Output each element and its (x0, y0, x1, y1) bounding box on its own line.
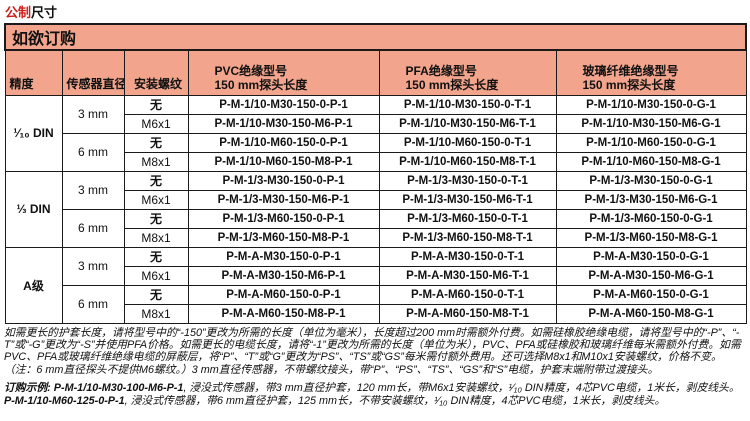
model-pvc: P-M-A-M60-150-M8-P-1 (187, 303, 380, 324)
header-glass-line2: 150 mm探头长度 (582, 77, 676, 92)
ordering-example-1-text: , 浸没式传感器，带3 mm直径护套，120 mm长，带M6x1安装螺纹，¹⁄₁… (183, 382, 740, 395)
table-banner-row: 如欲订购 (3, 23, 748, 51)
diameter-cell: 3 mm (61, 246, 125, 286)
model-pvc: P-M-1/3-M30-150-M6-P-1 (187, 189, 380, 210)
model-pvc: P-M-A-M30-150-M6-P-1 (187, 265, 380, 286)
model-pfa: P-M-1/10-M60-150-M8-T-1 (378, 151, 557, 172)
model-pvc: P-M-1/3-M60-150-M8-P-1 (187, 227, 380, 248)
model-glass: P-M-1/3-M30-150-0-G-1 (555, 170, 747, 191)
thread-cell: M8x1 (123, 227, 189, 248)
ordering-example-2-text: , 浸没式传感器，带6 mm直径护套，125 mm长，不带安装螺纹，¹⁄₁₀ D… (124, 394, 666, 407)
model-glass: P-M-1/10-M60-150-M8-G-1 (555, 151, 747, 172)
model-pvc: P-M-1/10-M60-150-M8-P-1 (187, 151, 380, 172)
header-pfa: PFA绝缘型号 150 mm探头长度 (378, 49, 557, 96)
table-banner-title: 如欲订购 (3, 23, 748, 51)
ordering-example-2-model: P-M-1/10-M60-125-0-P-1 (4, 394, 125, 407)
table-row: 6 mm 无 P-M-1/3-M60-150-0-P-1 P-M-1/3-M60… (5, 208, 747, 248)
ordering-table: 如欲订购 精度 传感器直径 安装螺纹 PVC绝缘型号 150 mm探头长度 PF… (3, 23, 748, 324)
diameter-cell: 6 mm (61, 208, 125, 248)
thread-cell: 无 (123, 284, 189, 305)
table-row: ¹⁄₁₀ DIN 3 mm 无 P-M-1/10-M30-150-0-P-1 P… (4, 94, 747, 172)
table-row: A级 3 mm 无 P-M-A-M30-150-0-P-1 P-M-A-M30-… (4, 246, 747, 324)
model-glass: P-M-A-M30-150-M6-G-1 (555, 265, 747, 286)
ordering-example-label: 订购示例: (4, 382, 54, 395)
ordering-example-1-model: P-M-1/10-M30-100-M6-P-1 (53, 382, 184, 395)
model-pvc: P-M-1/10-M30-150-M6-P-1 (187, 113, 380, 134)
model-pfa: P-M-1/3-M30-150-M6-T-1 (378, 189, 557, 210)
header-pfa-line2: 150 mm探头长度 (405, 77, 499, 92)
model-glass: P-M-A-M60-150-0-G-1 (555, 284, 747, 305)
thread-cell: M8x1 (123, 151, 189, 172)
page-title-dimensions: 尺寸 (31, 5, 58, 20)
table-row: M6x1 P-M-1/3-M30-150-M6-P-1 P-M-1/3-M30-… (5, 189, 747, 210)
footnotes: 如需更长的护套长度，请将型号中的“-150”更改为所需的长度（单位为毫米），长度… (4, 327, 747, 407)
model-pfa: P-M-A-M30-150-0-T-1 (378, 246, 557, 267)
thread-cell: M8x1 (123, 303, 189, 324)
diameter-cell: 6 mm (61, 284, 125, 324)
model-glass: P-M-1/3-M60-150-0-G-1 (555, 208, 747, 229)
page-title: 公制尺寸 (5, 2, 750, 21)
header-thread: 安装螺纹 (123, 49, 189, 96)
model-glass: P-M-A-M60-150-M8-G-1 (555, 303, 747, 324)
model-pfa: P-M-1/10-M60-150-0-T-1 (378, 132, 557, 153)
accuracy-cell: A级 (4, 246, 63, 324)
model-pvc: P-M-1/10-M60-150-0-P-1 (187, 132, 380, 153)
model-glass: P-M-1/3-M30-150-M6-G-1 (555, 189, 747, 210)
header-glass-line1: 玻璃纤维绝缘型号 (582, 63, 679, 78)
thread-cell: 无 (123, 246, 189, 267)
thread-cell: M6x1 (123, 265, 189, 286)
model-pfa: P-M-A-M60-150-0-T-1 (378, 284, 557, 305)
thread-cell: M6x1 (123, 113, 189, 134)
model-glass: P-M-A-M30-150-0-G-1 (555, 246, 747, 267)
header-pfa-line1: PFA绝缘型号 (405, 63, 477, 78)
thread-cell: 无 (123, 208, 189, 229)
model-pvc: P-M-A-M60-150-0-P-1 (187, 284, 380, 305)
model-glass: P-M-1/10-M30-150-0-G-1 (555, 94, 747, 115)
model-glass: P-M-1/3-M60-150-M8-G-1 (555, 227, 747, 248)
model-pfa: P-M-1/10-M30-150-M6-T-1 (378, 113, 557, 134)
header-diameter: 传感器直径 (61, 49, 125, 96)
model-pfa: P-M-1/10-M30-150-0-T-1 (378, 94, 557, 115)
thread-cell: 无 (123, 170, 189, 191)
table-row: ⅓ DIN 3 mm 无 P-M-1/3-M30-150-0-P-1 P-M-1… (4, 170, 747, 248)
header-glass: 玻璃纤维绝缘型号 150 mm探头长度 (555, 49, 747, 96)
header-pvc-line2: 150 mm探头长度 (214, 77, 308, 92)
table-row: 6 mm 无 P-M-1/10-M60-150-0-P-1 P-M-1/10-M… (5, 132, 747, 172)
model-pvc: P-M-1/10-M30-150-0-P-1 (187, 94, 380, 115)
model-pfa: P-M-1/3-M60-150-M8-T-1 (378, 227, 557, 248)
table-row: M6x1 P-M-1/10-M30-150-M6-P-1 P-M-1/10-M3… (5, 113, 747, 134)
table-row: M8x1 P-M-A-M60-150-M8-P-1 P-M-A-M60-150-… (5, 303, 747, 324)
header-accuracy: 精度 (4, 49, 63, 96)
thread-cell: 无 (123, 94, 189, 115)
model-pfa: P-M-1/3-M60-150-0-T-1 (378, 208, 557, 229)
model-pfa: P-M-A-M30-150-M6-T-1 (378, 265, 557, 286)
ordering-example-1: 订购示例: P-M-1/10-M30-100-M6-P-1, 浸没式传感器，带3… (4, 382, 747, 394)
header-pvc: PVC绝缘型号 150 mm探头长度 (187, 49, 380, 96)
model-pvc: P-M-1/3-M30-150-0-P-1 (187, 170, 380, 191)
accuracy-cell: ⅓ DIN (4, 170, 63, 248)
footnote-paragraph: 如需更长的护套长度，请将型号中的“-150”更改为所需的长度（单位为毫米），长度… (4, 326, 741, 376)
thread-cell: M6x1 (123, 189, 189, 210)
model-glass: P-M-1/10-M60-150-0-G-1 (555, 132, 747, 153)
model-glass: P-M-1/10-M30-150-M6-G-1 (555, 113, 747, 134)
accuracy-cell: ¹⁄₁₀ DIN (4, 94, 63, 172)
diameter-cell: 6 mm (61, 132, 125, 172)
thread-cell: 无 (123, 132, 189, 153)
diameter-cell: 3 mm (61, 170, 125, 210)
table-row: 6 mm 无 P-M-A-M60-150-0-P-1 P-M-A-M60-150… (5, 284, 747, 324)
header-pvc-line1: PVC绝缘型号 (214, 63, 288, 78)
model-pfa: P-M-1/3-M30-150-0-T-1 (378, 170, 557, 191)
page-title-metric: 公制 (5, 5, 32, 20)
model-pvc: P-M-1/3-M60-150-0-P-1 (187, 208, 380, 229)
table-row: M8x1 P-M-1/3-M60-150-M8-P-1 P-M-1/3-M60-… (5, 227, 747, 248)
table-header-row: 精度 传感器直径 安装螺纹 PVC绝缘型号 150 mm探头长度 PFA绝缘型号… (4, 49, 747, 96)
model-pvc: P-M-A-M30-150-0-P-1 (187, 246, 380, 267)
diameter-cell: 3 mm (61, 94, 125, 134)
model-pfa: P-M-A-M60-150-M8-T-1 (378, 303, 557, 324)
table-row: M6x1 P-M-A-M30-150-M6-P-1 P-M-A-M30-150-… (5, 265, 747, 286)
ordering-example-2: P-M-1/10-M60-125-0-P-1, 浸没式传感器，带6 mm直径护套… (4, 395, 747, 407)
